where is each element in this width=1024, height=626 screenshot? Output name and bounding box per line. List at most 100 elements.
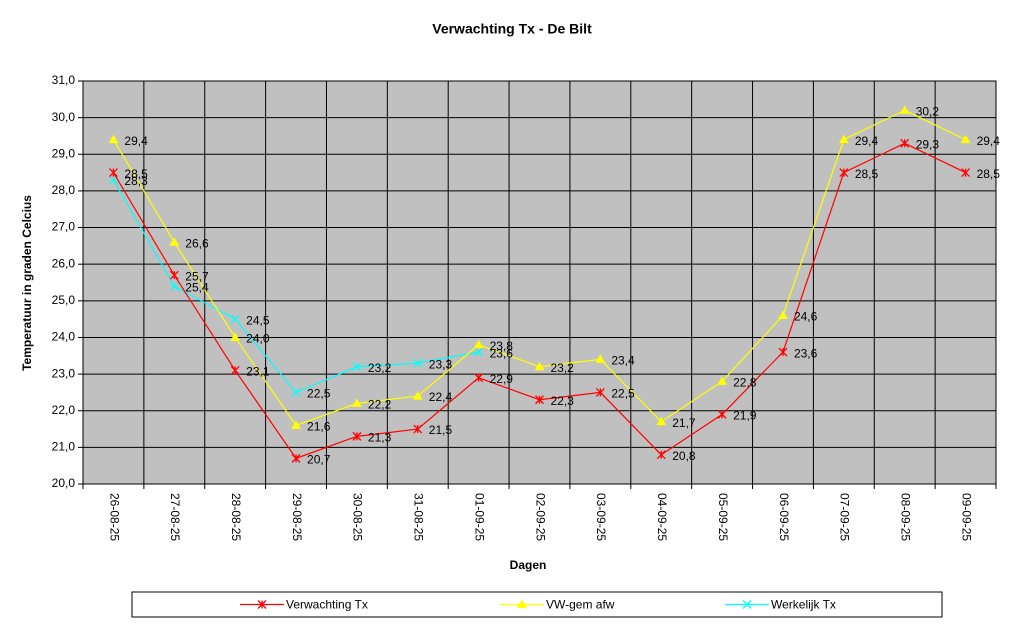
x-tick-label: 01-09-25	[472, 493, 486, 541]
legend-marker	[742, 600, 752, 609]
data-label: 22,4	[429, 390, 453, 404]
y-tick-label: 30,0	[52, 110, 76, 124]
legend-label: Werkelijk Tx	[771, 598, 836, 612]
marker-star	[291, 453, 301, 463]
marker-star	[595, 387, 605, 397]
marker-triangle	[778, 310, 788, 319]
marker-star	[778, 347, 788, 357]
legend-marker	[516, 599, 528, 609]
data-label: 21,7	[672, 416, 696, 430]
data-label: 23,3	[429, 357, 453, 371]
data-label: 21,3	[368, 431, 392, 445]
legend-label: Verwachting Tx	[286, 598, 368, 612]
data-label: 23,6	[490, 346, 514, 360]
data-label: 29,3	[916, 137, 940, 151]
data-label: 28,3	[124, 174, 148, 188]
legend-marker	[257, 600, 267, 609]
data-label: 23,2	[368, 361, 392, 375]
data-label: 22,5	[611, 387, 635, 401]
marker-star	[961, 168, 971, 178]
y-tick-label: 28,0	[52, 183, 76, 197]
data-label: 28,5	[855, 167, 879, 181]
x-tick-label: 26-08-25	[107, 493, 121, 541]
marker-star	[474, 373, 484, 383]
data-label: 24,5	[246, 313, 270, 327]
marker-triangle	[960, 134, 971, 144]
marker-x	[169, 281, 179, 291]
data-label: 22,9	[490, 372, 514, 386]
marker-triangle	[412, 391, 423, 400]
marker-x	[230, 314, 240, 324]
data-label: 22,5	[307, 387, 331, 401]
x-tick-label: 03-09-25	[594, 493, 608, 541]
data-label: 24,6	[794, 310, 818, 324]
marker-star	[352, 431, 362, 441]
data-label: 20,7	[307, 453, 331, 467]
data-label: 28,5	[977, 167, 1001, 181]
marker-star	[839, 168, 849, 178]
data-label: 23,8	[490, 339, 514, 353]
y-tick-label: 20,0	[52, 476, 76, 490]
y-tick-label: 24,0	[52, 330, 76, 344]
y-tick-label: 31,0	[52, 73, 76, 87]
marker-star	[413, 424, 423, 434]
x-tick-label: 02-09-25	[533, 493, 547, 541]
data-label: 30,2	[916, 104, 940, 118]
marker-triangle	[473, 339, 484, 349]
x-tick-label: 06-09-25	[777, 493, 791, 541]
marker-star	[230, 365, 240, 375]
data-label: 23,6	[794, 346, 818, 360]
marker-triangle	[595, 354, 606, 363]
marker-triangle	[108, 134, 119, 144]
x-tick-label: 29-08-25	[290, 493, 304, 541]
y-tick-label: 26,0	[52, 256, 76, 270]
marker-triangle	[230, 332, 241, 341]
data-label: 21,6	[307, 420, 331, 434]
data-label: 28,5	[124, 167, 148, 181]
y-tick-label: 25,0	[52, 293, 76, 307]
x-tick-label: 30-08-25	[351, 493, 365, 541]
y-tick-label: 22,0	[52, 403, 76, 417]
plot-area	[82, 80, 997, 485]
marker-triangle	[352, 398, 362, 407]
data-label: 22,3	[551, 394, 575, 408]
y-tick-label: 29,0	[52, 146, 76, 160]
data-label: 25,4	[185, 280, 209, 294]
x-tick-label: 28-08-25	[229, 493, 243, 541]
data-label: 23,4	[611, 354, 635, 368]
data-label: 26,6	[185, 236, 209, 250]
y-tick-label: 21,0	[52, 440, 76, 454]
x-tick-label: 27-08-25	[168, 493, 182, 541]
data-label: 23,2	[551, 361, 575, 375]
x-tick-label: 05-09-25	[716, 493, 730, 541]
marker-star	[535, 395, 544, 405]
marker-triangle	[291, 420, 301, 429]
marker-x	[291, 387, 301, 397]
marker-star	[900, 138, 910, 148]
data-label: 22,8	[733, 376, 757, 390]
marker-star	[169, 270, 179, 280]
x-tick-label: 04-09-25	[655, 493, 669, 541]
marker-star	[108, 168, 118, 178]
marker-x	[474, 347, 484, 357]
marker-triangle	[717, 376, 727, 385]
data-label: 29,4	[855, 134, 879, 148]
marker-triangle	[534, 361, 545, 371]
x-axis-title: Dagen	[510, 558, 547, 572]
data-label: 29,4	[977, 134, 1001, 148]
marker-x	[413, 358, 423, 368]
y-axis-title: Temperatuur in graden Celcius	[20, 195, 34, 371]
chart-title: Verwachting Tx - De Bilt	[432, 21, 592, 37]
data-label: 29,4	[124, 134, 148, 148]
x-tick-label: 08-09-25	[899, 493, 913, 541]
marker-star	[717, 409, 727, 419]
legend-label: VW-gem afw	[546, 598, 615, 612]
marker-triangle	[656, 416, 667, 426]
marker-triangle	[899, 105, 910, 114]
data-label: 21,5	[429, 423, 453, 437]
marker-triangle	[169, 237, 180, 246]
data-label: 22,2	[368, 398, 392, 412]
x-tick-label: 07-09-25	[838, 493, 852, 541]
data-label: 25,7	[185, 269, 209, 283]
